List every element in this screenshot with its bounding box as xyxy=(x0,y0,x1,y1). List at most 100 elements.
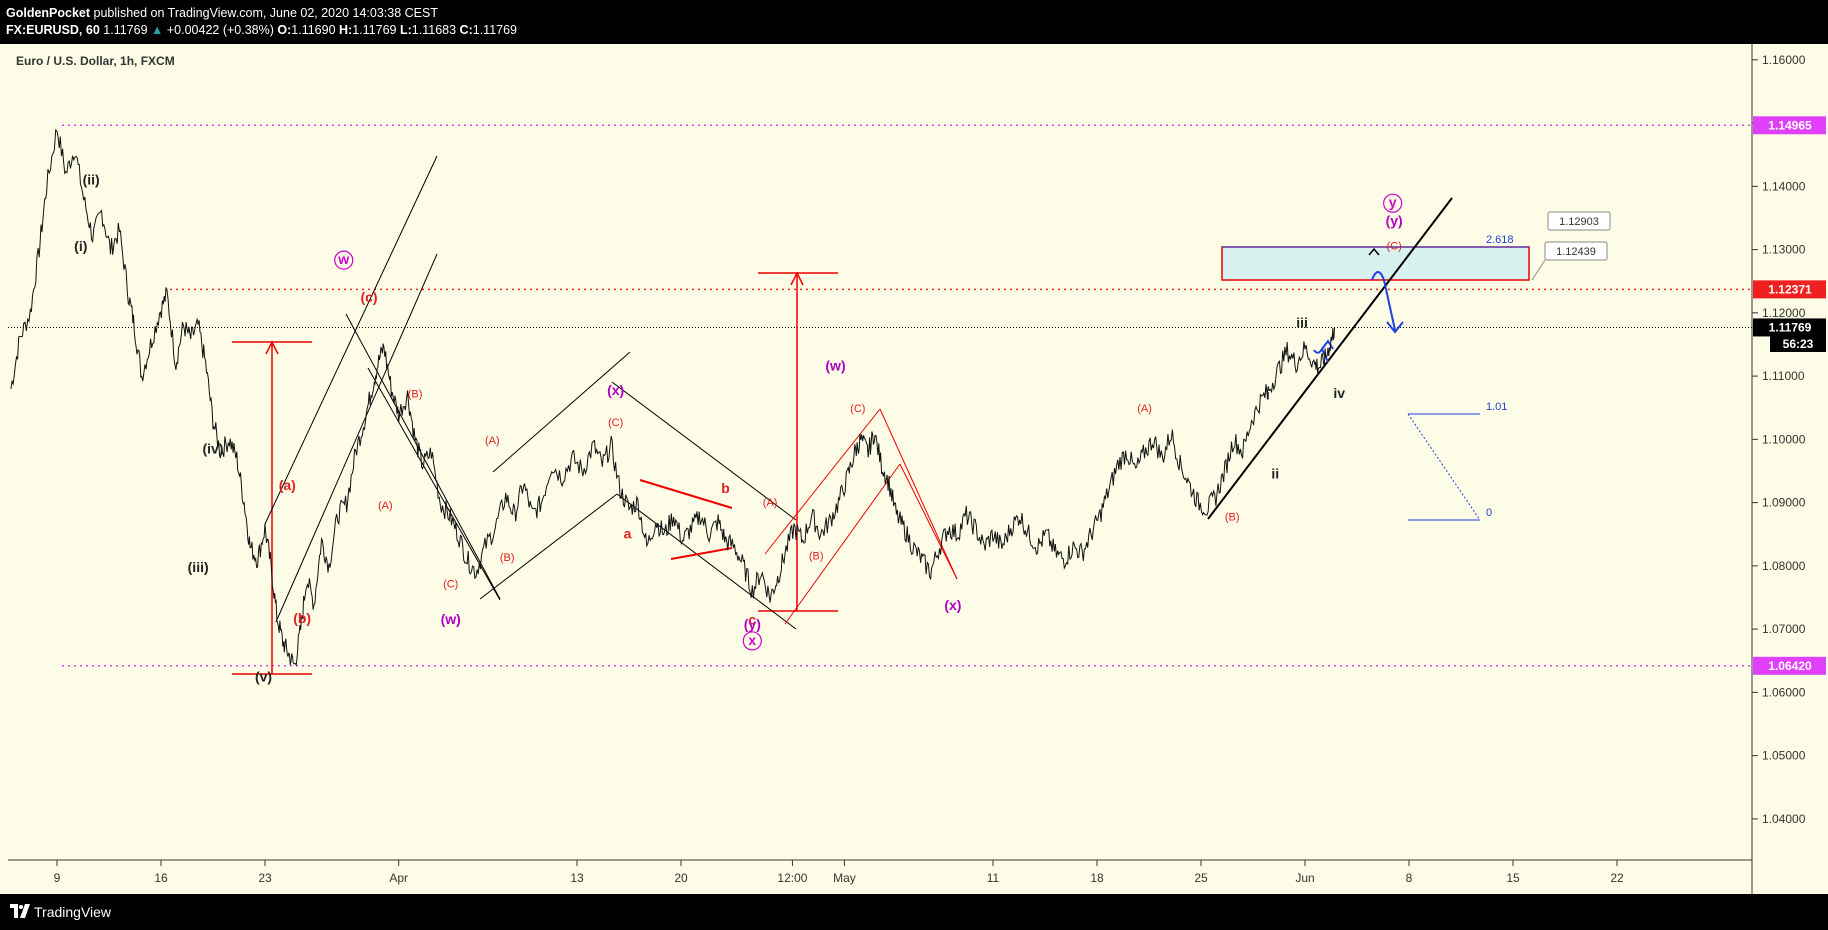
price-line xyxy=(10,128,1336,667)
wave-label: (a) xyxy=(279,477,296,493)
level-badge xyxy=(1753,318,1826,337)
red-channel-line[interactable] xyxy=(784,463,901,625)
wave-label: (x) xyxy=(607,382,624,398)
y-tick-label: 1.09000 xyxy=(1762,496,1806,510)
x-tick-label: Jun xyxy=(1295,871,1314,885)
y-tick-label: 1.16000 xyxy=(1762,53,1806,67)
price-callout[interactable] xyxy=(1547,211,1611,231)
channel-line[interactable] xyxy=(616,493,797,630)
wave-label: (iii) xyxy=(188,559,209,575)
channel-line[interactable] xyxy=(611,381,797,521)
x-tick-label: Apr xyxy=(389,871,408,885)
trendline[interactable] xyxy=(1207,197,1453,520)
channel-line[interactable] xyxy=(345,313,501,600)
wave-label: w xyxy=(337,251,349,267)
wave-label: (C) xyxy=(1387,241,1402,253)
y-tick-label: 1.11000 xyxy=(1762,369,1805,383)
channel-line[interactable] xyxy=(264,155,438,525)
level-label: 1.12371 xyxy=(1768,282,1812,296)
publisher-name[interactable]: GoldenPocket xyxy=(6,6,91,20)
wave-label: (B) xyxy=(408,389,423,401)
symbol-label: FX:EURUSD, 60 xyxy=(6,23,100,37)
x-tick-label: 16 xyxy=(154,871,168,885)
x-tick-label: 23 xyxy=(258,871,272,885)
wave-label: (ii) xyxy=(83,171,100,187)
wave-label: (C) xyxy=(608,417,623,429)
x-tick-label: 20 xyxy=(674,871,688,885)
red-channel-line[interactable] xyxy=(879,408,958,580)
caret-icon xyxy=(1368,247,1380,256)
wave-label: y xyxy=(1389,194,1397,210)
last-price: 1.11769 xyxy=(103,23,148,37)
y-tick-label: 1.14000 xyxy=(1762,179,1806,193)
wave-label: (B) xyxy=(1225,511,1240,523)
brand-name[interactable]: TradingView xyxy=(34,904,112,920)
publish-info: GoldenPocket published on TradingView.co… xyxy=(6,6,438,20)
wave-label: (A) xyxy=(763,497,778,509)
red-channel-line[interactable] xyxy=(764,408,881,555)
wave-label: (B) xyxy=(809,551,824,563)
wave-label: x xyxy=(748,632,756,648)
wave-label: (A) xyxy=(485,435,500,447)
time-axis: 9 16 23 Apr 13 20 12:00 May 11 18 25 Jun 8 15 22 xyxy=(54,860,1624,885)
price-chart[interactable]: Euro / U.S. Dollar, 1h, FXCM 1.04000 1.05… xyxy=(0,44,1828,894)
published-text: published on TradingView.com, June 02, 2… xyxy=(93,6,438,20)
level-label: 1.06420 xyxy=(1768,659,1812,673)
chart-title: Euro / U.S. Dollar, 1h, FXCM xyxy=(16,54,175,68)
chart-background xyxy=(0,44,1828,894)
price-callout[interactable] xyxy=(1544,241,1608,261)
level-label: 1.11769 xyxy=(1769,320,1812,334)
horizontal-levels[interactable]: 1.14965 1.12371 1.11769 1.06420 xyxy=(8,116,1826,675)
wave-label: (A) xyxy=(378,500,393,512)
arrow-up-icon xyxy=(265,340,279,355)
y-tick-label: 1.04000 xyxy=(1762,812,1806,826)
forecast-path[interactable] xyxy=(1371,271,1396,331)
high-value: 1.11769 xyxy=(352,23,397,37)
wave-label: c xyxy=(748,612,756,628)
x-tick-label: 15 xyxy=(1506,871,1520,885)
triangle-line[interactable] xyxy=(639,479,733,509)
wave-label-circle xyxy=(742,631,762,651)
target-zone[interactable] xyxy=(1221,246,1530,281)
triangle-line[interactable] xyxy=(670,547,733,560)
up-triangle-icon: ▲ xyxy=(151,23,164,37)
ohlc-line: FX:EURUSD, 60 1.11769 ▲ +0.00422 (+0.38%… xyxy=(6,23,517,37)
x-tick-label: 11 xyxy=(987,871,1000,885)
channel-line[interactable] xyxy=(479,493,618,600)
channel-line[interactable] xyxy=(492,351,631,473)
forecast-path[interactable] xyxy=(1313,346,1329,363)
wave-label: (iv) xyxy=(203,440,224,456)
high-label: H: xyxy=(339,23,353,37)
red-channel-line[interactable] xyxy=(899,463,958,580)
arrow-up-icon xyxy=(1321,339,1334,350)
close-label: C: xyxy=(459,23,473,37)
arrow-up-icon xyxy=(790,271,804,286)
fib-label-2618: 2.618 xyxy=(1486,234,1514,246)
fib-diagonal xyxy=(1407,413,1481,521)
wave-label: i xyxy=(1266,386,1270,402)
x-tick-label: May xyxy=(833,871,856,885)
y-tick-label: 1.10000 xyxy=(1762,432,1806,446)
chart-header: GoldenPocket published on TradingView.co… xyxy=(0,0,1828,44)
wave-label: (i) xyxy=(74,238,87,254)
price-axis: 1.04000 1.05000 1.06000 1.07000 1.08000 1.090… xyxy=(1752,53,1806,826)
close-value: 1.11769 xyxy=(472,23,518,37)
wave-label: (B) xyxy=(500,552,515,564)
wave-label: (y) xyxy=(1386,213,1403,229)
open-label: O: xyxy=(277,23,292,37)
y-tick-label: 1.07000 xyxy=(1762,622,1806,636)
wave-label: iv xyxy=(1333,385,1345,401)
level-badge xyxy=(1753,656,1826,675)
level-label: 1.14965 xyxy=(1768,118,1812,132)
wave-labels: (ii) (i) (iv) (iii) (v) w (c) (a) (b) (B) (A) (C) (w… xyxy=(74,171,1403,684)
arrow-down-icon xyxy=(1386,321,1404,334)
wave-label: (c) xyxy=(360,289,377,305)
channel-line[interactable] xyxy=(275,253,438,623)
x-tick-label: 18 xyxy=(1090,871,1104,885)
x-tick-label: 25 xyxy=(1194,871,1208,885)
y-tick-label: 1.13000 xyxy=(1762,243,1806,257)
channel-line[interactable] xyxy=(367,367,501,601)
drawings[interactable]: 2.618 1.12903 1.12439 1.01 0 xyxy=(232,155,1611,675)
wave-label: ii xyxy=(1271,466,1279,482)
low-label: L: xyxy=(399,23,412,37)
